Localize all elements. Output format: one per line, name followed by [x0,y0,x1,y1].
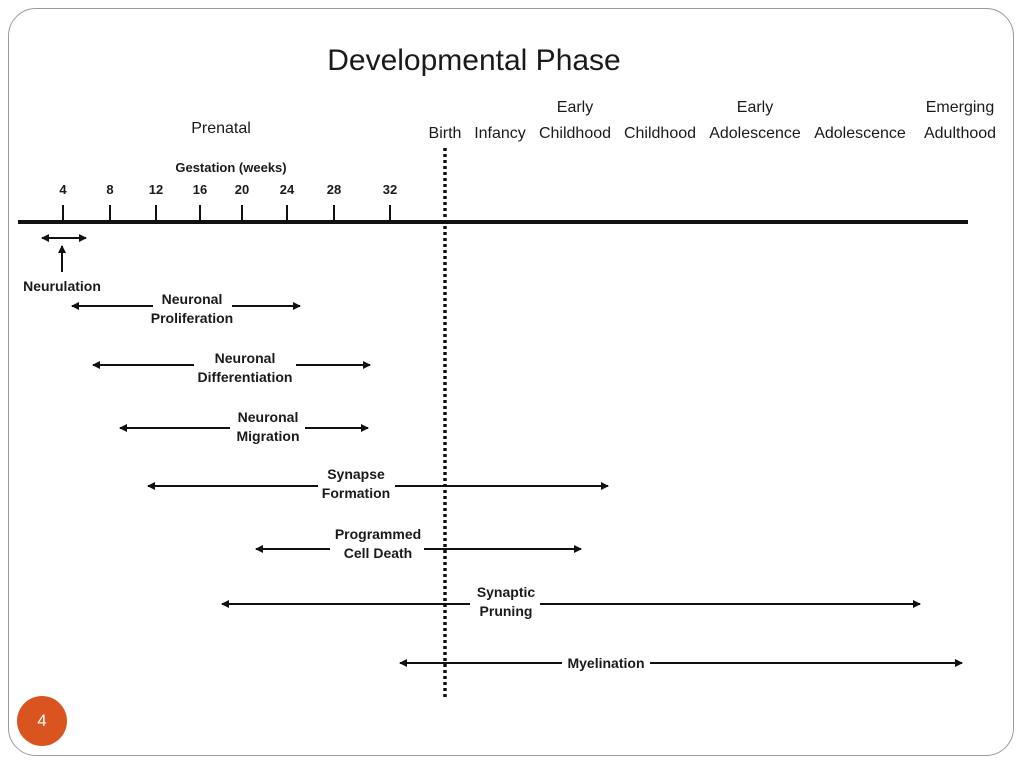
phase-label: Infancy [474,125,526,142]
phase-label: Childhood [624,125,696,142]
process-label: Myelination [567,655,644,671]
process-label: Cell Death [344,545,412,561]
week-tick-label: 16 [193,182,207,197]
phase-label: Early [557,99,593,116]
week-tick-label: 32 [383,182,397,197]
prenatal-label: Prenatal [191,120,251,137]
phase-label: Early [737,99,773,116]
phase-label: Emerging [926,99,994,116]
week-tick-label: 4 [59,182,67,197]
phase-label: Childhood [539,125,611,142]
process-label: Neuronal [162,291,223,307]
page-number-badge: 4 [17,696,67,746]
process-label: Migration [237,428,300,444]
gestation-week-ticks: 4 8 12 16 20 24 28 32 [59,182,397,222]
process-label: Synapse [327,466,385,482]
process-span: Synapse Formation [147,466,609,501]
phase-label: Adolescence [709,125,801,142]
process-span: Myelination [399,655,963,671]
phase-label: Adulthood [924,125,996,142]
process-label: Differentiation [198,369,293,385]
diagram-title: Developmental Phase [327,44,621,77]
week-tick-label: 20 [235,182,249,197]
phase-label: Adolescence [814,125,906,142]
process-label: Synaptic [477,584,536,600]
process-label: Neuronal [238,409,299,425]
week-tick-label: 24 [280,182,295,197]
process-label: Neuronal [215,350,276,366]
process-span: Synaptic Pruning [221,584,921,619]
process-label: Proliferation [151,310,233,326]
process-label: Pruning [480,603,533,619]
process-label: Neurulation [23,278,101,294]
week-tick-label: 28 [327,182,341,197]
process-span: Neuronal Proliferation [71,291,301,326]
process-label: Formation [322,485,390,501]
phase-label: Birth [429,125,462,142]
slide-frame [8,8,1014,756]
gestation-label: Gestation (weeks) [175,160,286,175]
week-tick-label: 12 [149,182,163,197]
process-span: Programmed Cell Death [255,526,582,561]
neurodevelopment-process-spans: NeurulationNeuronalProliferationNeuronal… [23,234,963,671]
process-span: Neurulation [23,234,101,294]
process-span: Neuronal Migration [119,409,369,444]
week-tick-label: 8 [106,182,113,197]
process-span: Neuronal Differentiation [92,350,371,385]
developmental-phase-labels: Birth Infancy Early Childhood Childhood Early… [429,99,996,142]
process-label: Programmed [335,526,421,542]
